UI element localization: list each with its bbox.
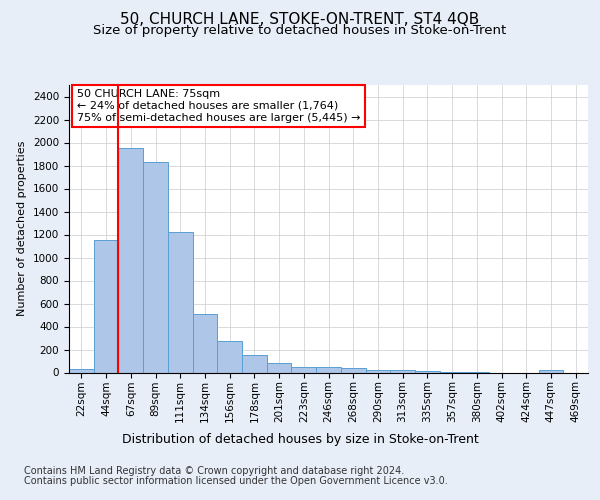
Bar bbox=[168, 232, 193, 372]
Bar bbox=[341, 368, 365, 372]
Bar bbox=[539, 370, 563, 372]
Bar bbox=[69, 369, 94, 372]
Text: Distribution of detached houses by size in Stoke-on-Trent: Distribution of detached houses by size … bbox=[122, 432, 478, 446]
Bar bbox=[143, 162, 168, 372]
Bar bbox=[217, 342, 242, 372]
Bar bbox=[415, 371, 440, 372]
Text: 50 CHURCH LANE: 75sqm
← 24% of detached houses are smaller (1,764)
75% of semi-d: 50 CHURCH LANE: 75sqm ← 24% of detached … bbox=[77, 90, 360, 122]
Bar bbox=[118, 148, 143, 372]
Bar bbox=[390, 370, 415, 372]
Text: Size of property relative to detached houses in Stoke-on-Trent: Size of property relative to detached ho… bbox=[94, 24, 506, 37]
Text: Contains public sector information licensed under the Open Government Licence v3: Contains public sector information licen… bbox=[24, 476, 448, 486]
Bar bbox=[316, 368, 341, 372]
Text: Contains HM Land Registry data © Crown copyright and database right 2024.: Contains HM Land Registry data © Crown c… bbox=[24, 466, 404, 476]
Bar bbox=[242, 355, 267, 372]
Bar bbox=[267, 364, 292, 372]
Y-axis label: Number of detached properties: Number of detached properties bbox=[17, 141, 28, 316]
Bar bbox=[193, 314, 217, 372]
Bar bbox=[292, 367, 316, 372]
Text: 50, CHURCH LANE, STOKE-ON-TRENT, ST4 4QB: 50, CHURCH LANE, STOKE-ON-TRENT, ST4 4QB bbox=[121, 12, 479, 28]
Bar bbox=[94, 240, 118, 372]
Bar bbox=[365, 370, 390, 372]
